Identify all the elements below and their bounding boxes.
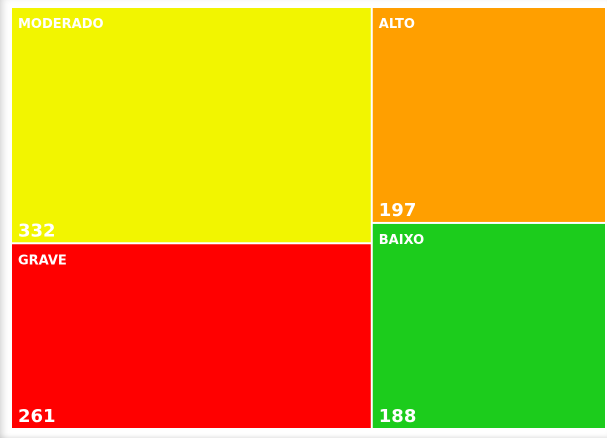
tile-grave-label: GRAVE bbox=[18, 253, 67, 268]
tile-baixo-value: 188 bbox=[379, 406, 417, 427]
tile-alto-rect[interactable] bbox=[372, 8, 605, 222]
tile-moderado[interactable]: MODERADO 332 bbox=[12, 8, 371, 243]
tile-alto-value: 197 bbox=[379, 200, 417, 221]
tile-grave-rect[interactable] bbox=[12, 244, 371, 428]
tile-baixo-label: BAIXO bbox=[379, 233, 424, 248]
treemap-chart: MODERADO 332 GRAVE 261 ALTO 197 BAIXO 188 bbox=[12, 8, 605, 428]
tile-moderado-rect[interactable] bbox=[12, 8, 371, 243]
tile-alto[interactable]: ALTO 197 bbox=[372, 8, 605, 222]
tile-baixo[interactable]: BAIXO 188 bbox=[372, 223, 605, 428]
tile-moderado-label: MODERADO bbox=[18, 17, 104, 32]
tile-baixo-rect[interactable] bbox=[372, 223, 605, 428]
tile-moderado-value: 332 bbox=[18, 220, 56, 241]
tile-alto-label: ALTO bbox=[379, 17, 415, 32]
tile-grave[interactable]: GRAVE 261 bbox=[12, 244, 371, 428]
tile-grave-value: 261 bbox=[18, 406, 56, 427]
